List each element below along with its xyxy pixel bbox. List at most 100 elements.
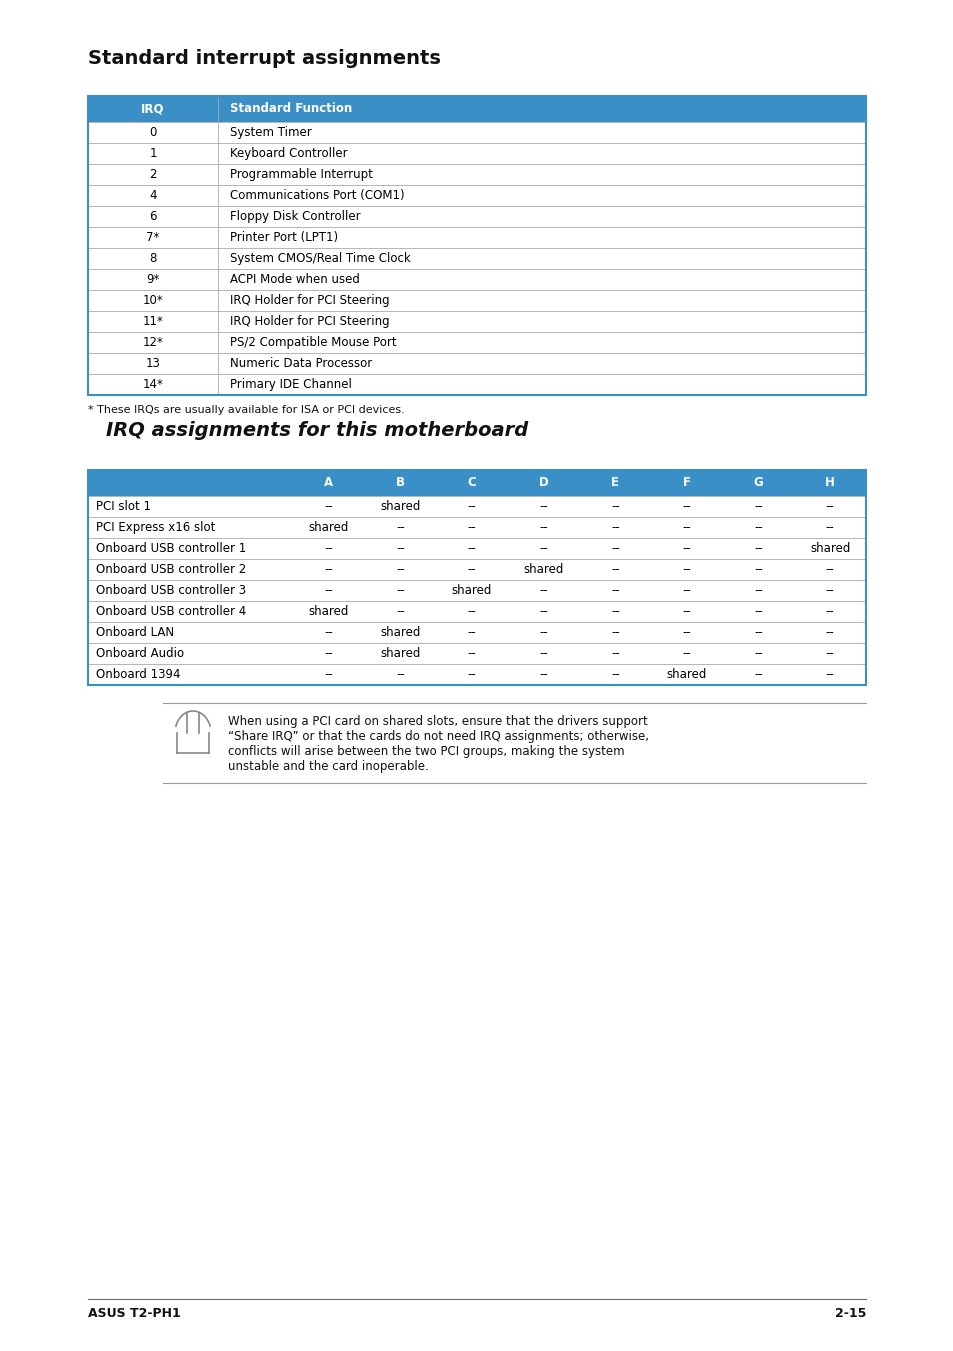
Bar (88, 122, 865, 394)
Text: Floppy Disk Controller: Floppy Disk Controller (230, 209, 360, 223)
Text: H: H (824, 477, 834, 489)
Text: --: -- (825, 647, 834, 661)
Text: --: -- (395, 605, 404, 617)
Text: --: -- (681, 500, 691, 513)
Bar (88, 470, 865, 685)
Text: --: -- (467, 647, 476, 661)
Text: ACPI Mode when used: ACPI Mode when used (230, 273, 359, 286)
Text: Standard interrupt assignments: Standard interrupt assignments (88, 49, 440, 68)
Text: --: -- (825, 563, 834, 576)
Text: --: -- (467, 667, 476, 681)
Text: IRQ Holder for PCI Steering: IRQ Holder for PCI Steering (230, 315, 389, 328)
Text: 8: 8 (150, 253, 156, 265)
Text: --: -- (825, 605, 834, 617)
Text: --: -- (324, 542, 333, 555)
Text: --: -- (395, 584, 404, 597)
Text: shared: shared (523, 563, 563, 576)
Text: --: -- (538, 521, 547, 534)
Text: --: -- (467, 521, 476, 534)
Text: --: -- (467, 542, 476, 555)
Text: --: -- (467, 605, 476, 617)
Text: shared: shared (809, 542, 849, 555)
Text: --: -- (825, 667, 834, 681)
Text: Numeric Data Processor: Numeric Data Processor (230, 357, 372, 370)
Text: 13: 13 (146, 357, 160, 370)
Text: --: -- (467, 626, 476, 639)
Text: Onboard USB controller 4: Onboard USB controller 4 (96, 605, 246, 617)
Text: PS/2 Compatible Mouse Port: PS/2 Compatible Mouse Port (230, 336, 396, 349)
Text: --: -- (754, 542, 762, 555)
Text: --: -- (825, 500, 834, 513)
Text: --: -- (467, 500, 476, 513)
Text: Standard Function: Standard Function (230, 103, 352, 115)
Text: Onboard USB controller 3: Onboard USB controller 3 (96, 584, 246, 597)
Text: --: -- (538, 605, 547, 617)
Text: shared: shared (380, 647, 420, 661)
Text: shared: shared (380, 626, 420, 639)
Text: C: C (467, 477, 476, 489)
Text: --: -- (681, 626, 691, 639)
Text: 12*: 12* (142, 336, 163, 349)
Text: --: -- (681, 563, 691, 576)
Text: 9*: 9* (146, 273, 159, 286)
Text: --: -- (538, 500, 547, 513)
Text: --: -- (825, 584, 834, 597)
Text: --: -- (610, 667, 619, 681)
Text: --: -- (681, 647, 691, 661)
Text: --: -- (681, 521, 691, 534)
Text: Onboard USB controller 2: Onboard USB controller 2 (96, 563, 246, 576)
Text: --: -- (610, 500, 619, 513)
Text: “Share IRQ” or that the cards do not need IRQ assignments; otherwise,: “Share IRQ” or that the cards do not nee… (228, 730, 648, 743)
Text: 1: 1 (149, 147, 156, 159)
Text: 10*: 10* (143, 295, 163, 307)
Text: 6: 6 (149, 209, 156, 223)
Text: --: -- (610, 584, 619, 597)
Text: --: -- (754, 563, 762, 576)
Text: PCI slot 1: PCI slot 1 (96, 500, 151, 513)
Text: System CMOS/Real Time Clock: System CMOS/Real Time Clock (230, 253, 411, 265)
Text: Onboard Audio: Onboard Audio (96, 647, 184, 661)
Text: --: -- (324, 584, 333, 597)
Bar (88, 496, 865, 685)
Text: Onboard USB controller 1: Onboard USB controller 1 (96, 542, 246, 555)
Text: shared: shared (380, 500, 420, 513)
Text: --: -- (610, 563, 619, 576)
Text: E: E (611, 477, 618, 489)
Text: IRQ Holder for PCI Steering: IRQ Holder for PCI Steering (230, 295, 389, 307)
Bar (88, 470, 865, 496)
Text: When using a PCI card on shared slots, ensure that the drivers support: When using a PCI card on shared slots, e… (228, 715, 647, 728)
Text: Keyboard Controller: Keyboard Controller (230, 147, 347, 159)
Text: B: B (395, 477, 404, 489)
Text: Programmable Interrupt: Programmable Interrupt (230, 168, 373, 181)
Text: --: -- (467, 563, 476, 576)
Text: --: -- (538, 542, 547, 555)
Text: conflicts will arise between the two PCI groups, making the system: conflicts will arise between the two PCI… (228, 744, 624, 758)
Text: --: -- (754, 605, 762, 617)
Text: --: -- (754, 647, 762, 661)
Text: IRQ: IRQ (141, 103, 165, 115)
Text: --: -- (324, 563, 333, 576)
Text: G: G (753, 477, 762, 489)
Text: --: -- (754, 500, 762, 513)
Text: unstable and the card inoperable.: unstable and the card inoperable. (228, 761, 428, 773)
Text: --: -- (754, 626, 762, 639)
Text: shared: shared (309, 605, 349, 617)
Text: 4: 4 (149, 189, 156, 203)
Text: --: -- (754, 584, 762, 597)
Text: Primary IDE Channel: Primary IDE Channel (230, 378, 352, 390)
Text: --: -- (825, 521, 834, 534)
Text: --: -- (754, 667, 762, 681)
Text: --: -- (395, 521, 404, 534)
Text: --: -- (825, 626, 834, 639)
Text: --: -- (538, 584, 547, 597)
Text: 14*: 14* (142, 378, 163, 390)
Text: --: -- (610, 626, 619, 639)
Text: --: -- (610, 647, 619, 661)
Text: D: D (538, 477, 548, 489)
Text: shared: shared (309, 521, 349, 534)
Text: shared: shared (452, 584, 492, 597)
Text: --: -- (395, 542, 404, 555)
Text: 0: 0 (150, 126, 156, 139)
Text: shared: shared (666, 667, 706, 681)
Text: --: -- (610, 542, 619, 555)
